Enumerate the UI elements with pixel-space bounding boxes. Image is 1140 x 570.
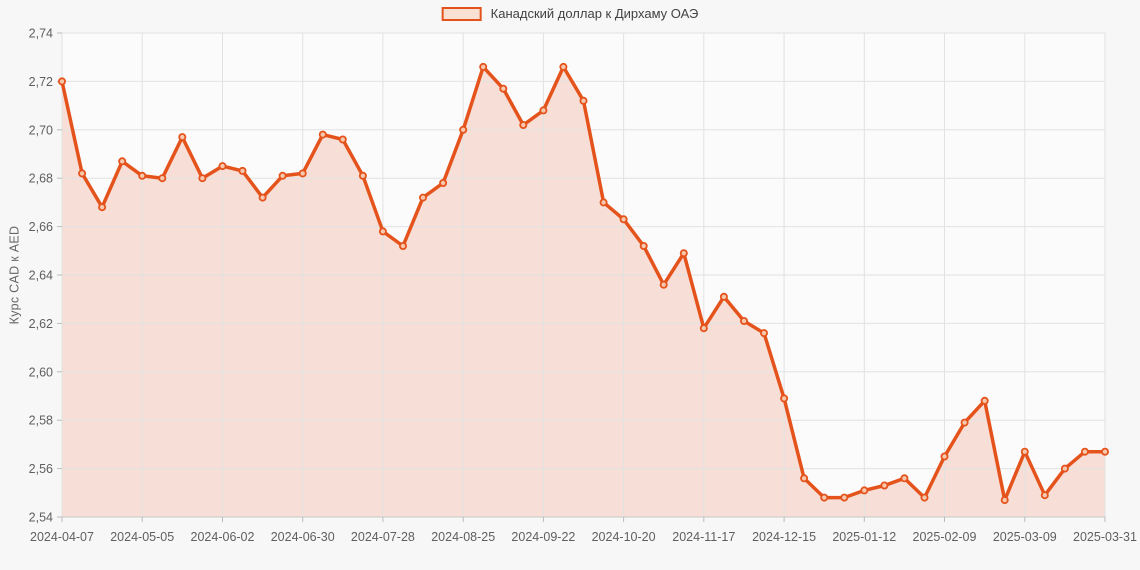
data-point[interactable]	[499, 84, 508, 93]
legend-label: Канадский доллар к Дирхаму ОАЭ	[490, 6, 699, 21]
data-point[interactable]	[699, 324, 708, 333]
data-point[interactable]	[659, 280, 668, 289]
data-point[interactable]	[860, 486, 869, 495]
axis-ticks	[57, 32, 1106, 522]
x-tick-label: 2024-11-17	[672, 530, 735, 544]
data-point[interactable]	[599, 198, 608, 207]
data-point[interactable]	[278, 171, 287, 180]
data-point[interactable]	[118, 157, 127, 166]
y-tick-label: 2,64	[29, 269, 53, 283]
data-point[interactable]	[98, 203, 107, 212]
data-point[interactable]	[158, 174, 167, 183]
data-point[interactable]	[619, 215, 628, 224]
data-point[interactable]	[459, 125, 468, 134]
y-tick-label: 2,62	[29, 317, 53, 331]
data-point[interactable]	[719, 292, 728, 301]
data-point[interactable]	[258, 193, 267, 202]
horizontal-gridlines	[62, 32, 1105, 518]
data-point[interactable]	[1040, 491, 1049, 500]
y-tick-label: 2,56	[29, 462, 53, 476]
data-point[interactable]	[1020, 447, 1029, 456]
x-tick-label: 2024-07-28	[351, 530, 415, 544]
y-tick-label: 2,58	[29, 414, 53, 428]
legend[interactable]: Канадский доллар к Дирхаму ОАЭ	[441, 6, 699, 21]
x-tick-label: 2024-06-30	[271, 530, 335, 544]
data-point[interactable]	[218, 162, 227, 171]
y-tick-label: 2,68	[29, 172, 53, 186]
data-point[interactable]	[238, 166, 247, 175]
data-point[interactable]	[479, 62, 488, 71]
data-point[interactable]	[439, 178, 448, 187]
data-point[interactable]	[519, 121, 528, 130]
data-point[interactable]	[800, 474, 809, 483]
data-point[interactable]	[639, 241, 648, 250]
data-point[interactable]	[940, 452, 949, 461]
x-tick-label: 2025-01-12	[832, 530, 896, 544]
data-point[interactable]	[820, 493, 829, 502]
y-tick-label: 2,60	[29, 365, 53, 379]
x-axis-tick-labels: 2024-04-07 2024-05-05 2024-06-02 2024-06-30…	[30, 530, 1137, 544]
data-point[interactable]	[398, 241, 407, 250]
x-tick-label: 2024-09-22	[511, 530, 575, 544]
data-point[interactable]	[58, 77, 67, 86]
y-tick-label: 2,54	[29, 511, 53, 525]
data-point[interactable]	[1060, 464, 1069, 473]
data-point[interactable]	[840, 493, 849, 502]
data-point[interactable]	[178, 133, 187, 142]
data-point[interactable]	[780, 394, 789, 403]
x-tick-label: 2024-04-07	[30, 530, 94, 544]
data-point[interactable]	[980, 396, 989, 405]
data-point[interactable]	[579, 96, 588, 105]
data-point[interactable]	[1000, 496, 1009, 505]
data-point[interactable]	[138, 171, 147, 180]
data-point[interactable]	[358, 171, 367, 180]
data-point[interactable]	[198, 174, 207, 183]
y-tick-label: 2,72	[29, 75, 53, 89]
data-point[interactable]	[880, 481, 889, 490]
data-point[interactable]	[298, 169, 307, 178]
y-tick-label: 2,66	[29, 220, 53, 234]
data-points	[58, 62, 1110, 505]
data-point[interactable]	[559, 62, 568, 71]
data-point[interactable]	[960, 418, 969, 427]
x-tick-label: 2024-05-05	[110, 530, 174, 544]
data-point[interactable]	[78, 169, 87, 178]
data-point[interactable]	[900, 474, 909, 483]
data-point[interactable]	[378, 227, 387, 236]
series-area-fill	[62, 66, 1105, 518]
y-axis-tick-labels: 2,74 2,72 2,70 2,68 2,66 2,64 2,62 2,60 2,58 2,56…	[29, 27, 53, 525]
y-tick-label: 2,70	[29, 123, 53, 137]
x-tick-label: 2025-03-09	[993, 530, 1057, 544]
vertical-gridlines	[61, 33, 1106, 517]
data-point[interactable]	[760, 329, 769, 338]
data-point[interactable]	[318, 130, 327, 139]
data-point[interactable]	[1101, 447, 1110, 456]
data-point[interactable]	[1080, 447, 1089, 456]
x-tick-label: 2024-08-25	[431, 530, 495, 544]
x-tick-label: 2024-12-15	[752, 530, 816, 544]
data-point[interactable]	[338, 135, 347, 144]
x-tick-label: 2024-06-02	[191, 530, 255, 544]
x-tick-label: 2025-02-09	[913, 530, 977, 544]
x-tick-label: 2024-10-20	[592, 530, 656, 544]
data-point[interactable]	[740, 316, 749, 325]
y-tick-label: 2,74	[29, 27, 53, 41]
data-point[interactable]	[679, 249, 688, 258]
legend-swatch-icon	[441, 6, 482, 21]
data-point[interactable]	[418, 193, 427, 202]
data-point[interactable]	[539, 106, 548, 115]
data-point[interactable]	[920, 493, 929, 502]
x-tick-label: 2025-03-31	[1073, 530, 1137, 544]
